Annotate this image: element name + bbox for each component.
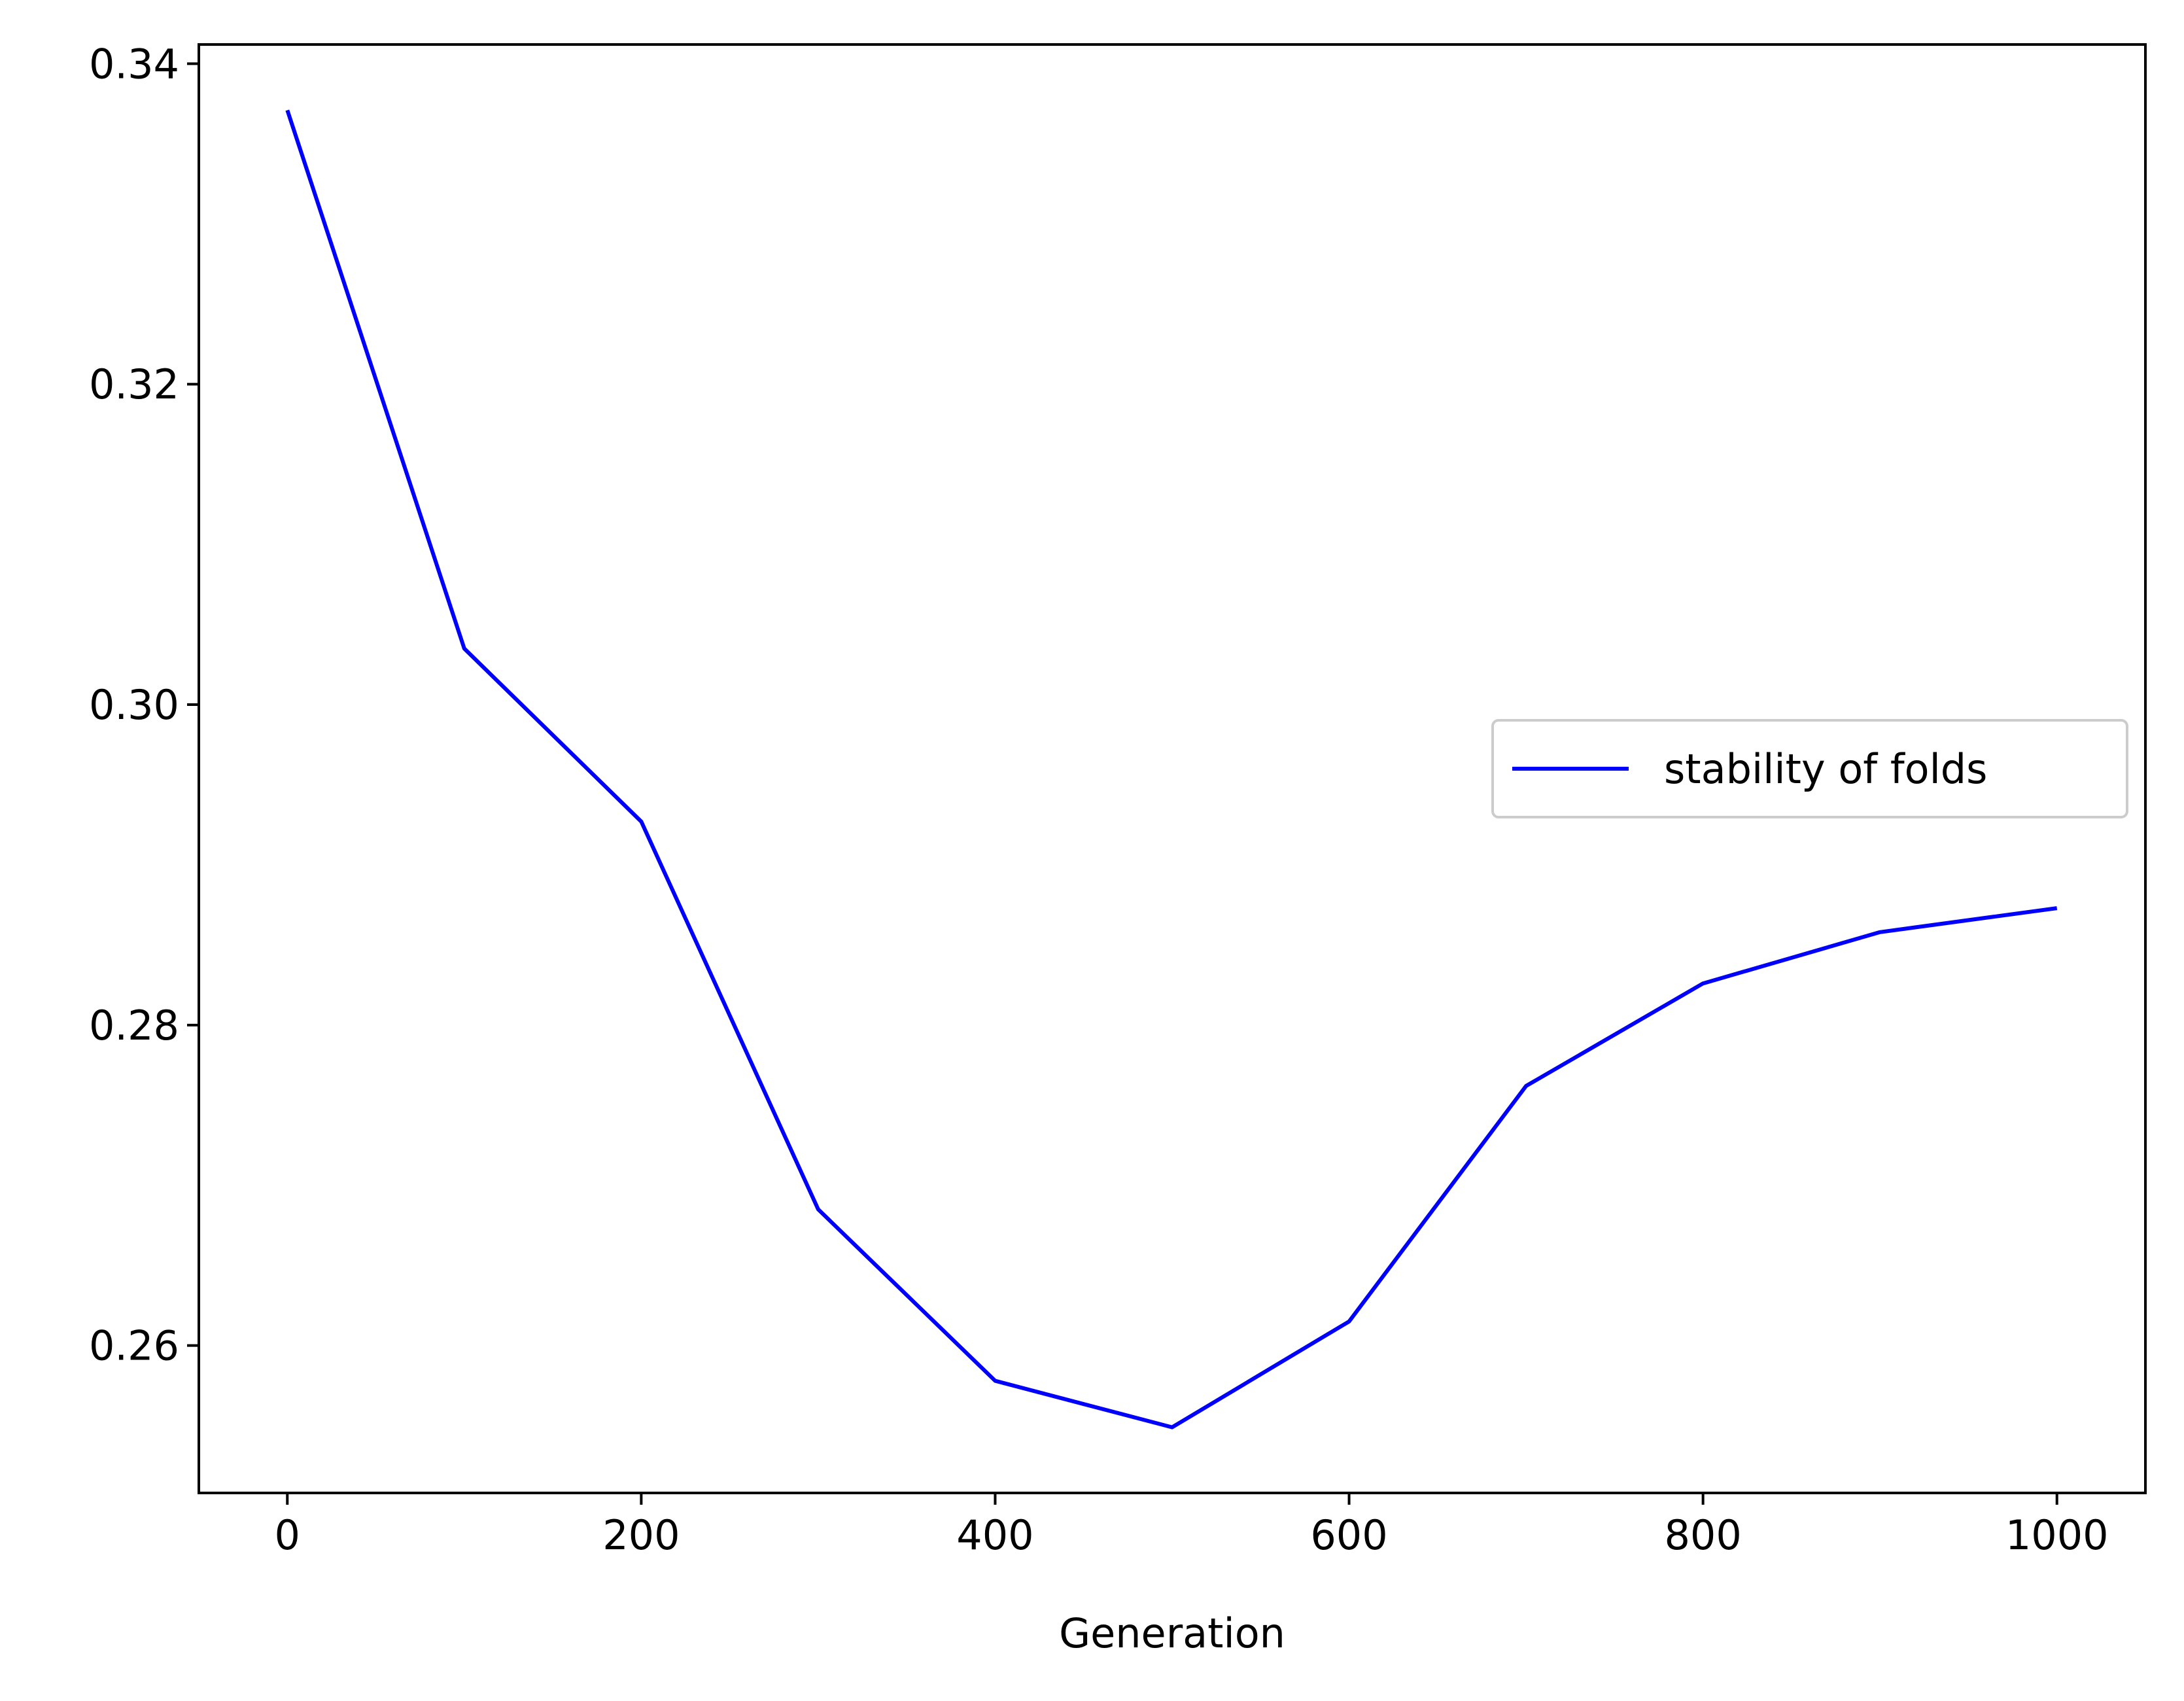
- x-tick-label: 400: [956, 1511, 1033, 1559]
- y-tick-label: 0.26: [89, 1322, 179, 1370]
- y-tick-label: 0.28: [89, 1002, 179, 1049]
- y-tick-label: 0.34: [89, 40, 179, 88]
- legend-box: [1491, 719, 2128, 818]
- plot-area-frame: [198, 43, 2147, 1494]
- x-tick-label: 1000: [2005, 1511, 2109, 1559]
- x-tick-label: 800: [1664, 1511, 1741, 1559]
- x-tick-label: 200: [602, 1511, 680, 1559]
- legend-label: stability of folds: [1664, 745, 1987, 793]
- y-axis-ticks: 0.26 0.28 0.30 0.32 0.34: [89, 40, 199, 1370]
- x-axis-ticks: 0 200 400 600 800 1000: [275, 1493, 2109, 1559]
- y-tick-label: 0.32: [89, 360, 179, 408]
- series-line: [285, 109, 2058, 1429]
- legend[interactable]: stability of folds: [1491, 719, 2128, 818]
- x-tick-label: 600: [1310, 1511, 1387, 1559]
- x-axis-label: Generation: [1059, 1609, 1285, 1657]
- series-layer: [285, 109, 2058, 1429]
- y-tick-label: 0.30: [89, 681, 179, 729]
- x-tick-label: 0: [275, 1511, 300, 1559]
